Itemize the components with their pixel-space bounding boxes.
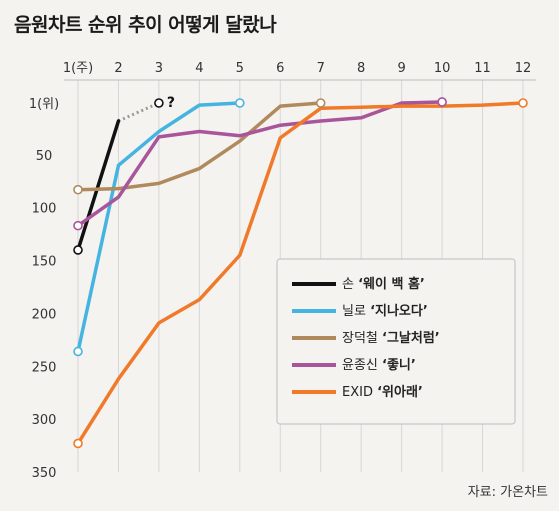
series-3-endpoint-marker <box>315 98 326 108</box>
source-note: 자료: 가온차트 <box>468 485 548 500</box>
series-1-line <box>76 119 121 252</box>
x-tick-label: 12 <box>515 61 532 76</box>
legend-singer: EXID <box>342 385 377 400</box>
legend-label: 윤종신 ‘좋니’ <box>342 358 416 373</box>
x-tick-label: 9 <box>397 61 405 76</box>
legend-song: ‘웨이 백 홈’ <box>358 276 425 292</box>
series-1-endpoint-marker <box>154 98 164 108</box>
series-2-line <box>76 101 242 354</box>
legend-singer: 손 <box>342 277 358 292</box>
x-tick-label: 11 <box>474 61 491 76</box>
legend-singer: 장덕철 <box>342 331 382 346</box>
series-1-end-label: ? <box>167 95 175 111</box>
legend-label: 손 ‘웨이 백 홈’ <box>342 276 425 292</box>
x-tick-label: 5 <box>236 61 244 76</box>
legend-label: EXID ‘위아래’ <box>342 384 423 400</box>
series-5-line <box>76 101 525 446</box>
legend-song: ‘위아래’ <box>377 384 423 400</box>
legend-label: 닐로 ‘지나오다’ <box>342 303 428 319</box>
y-tick-label: 50 <box>36 149 53 164</box>
y-tick-label: 300 <box>32 413 57 428</box>
x-tick-label: 2 <box>114 61 122 76</box>
series-lines: ? <box>73 95 528 449</box>
series-3-line <box>76 101 323 192</box>
legend-singer: 윤종신 <box>342 358 382 373</box>
series-2-endpoint-marker <box>73 346 83 357</box>
legend: 손 ‘웨이 백 홈’닐로 ‘지나오다’장덕철 ‘그날처럼’윤종신 ‘좋니’EXI… <box>276 258 516 425</box>
legend-song: ‘좋니’ <box>382 358 416 373</box>
series-2-endpoint-marker <box>235 98 245 108</box>
y-tick-label: 100 <box>32 202 57 217</box>
legend-box <box>276 258 516 425</box>
series-5-endpoint-marker <box>73 438 83 449</box>
series-5-endpoint-marker <box>518 98 528 108</box>
series-4-endpoint-marker <box>73 220 83 231</box>
y-tick-label: 250 <box>32 360 57 375</box>
series-1-dashed-extension <box>117 101 160 123</box>
y-axis: 1(위) 50 100 150 200 250 300 350 <box>29 97 59 481</box>
x-tick-label: 10 <box>434 61 451 76</box>
series-3-endpoint-marker <box>73 184 83 195</box>
x-axis: 1(주) 2 3 4 5 6 7 8 9 10 11 12 <box>63 61 531 76</box>
legend-song: ‘지나오다’ <box>370 303 428 319</box>
series-4-line <box>76 100 444 228</box>
legend-song: ‘그날처럼’ <box>382 330 440 346</box>
x-tick-label: 3 <box>155 61 163 76</box>
chart-title: 음원차트 순위 추이 어떻게 달랐나 <box>14 14 277 36</box>
y-tick-label: 1(위) <box>29 97 59 112</box>
series-4-endpoint-marker <box>437 97 447 107</box>
legend-singer: 닐로 <box>342 304 370 319</box>
x-tick-label: 8 <box>357 61 365 76</box>
x-tick-label: 4 <box>195 61 203 76</box>
series-1-endpoint-marker <box>73 245 83 255</box>
legend-label: 장덕철 ‘그날처럼’ <box>342 330 440 346</box>
x-tick-label: 7 <box>317 61 325 76</box>
x-tick-label: 1(주) <box>63 61 93 76</box>
y-tick-label: 150 <box>32 255 57 270</box>
x-tick-label: 6 <box>276 61 284 76</box>
y-tick-label: 200 <box>32 307 57 322</box>
y-tick-label: 350 <box>32 466 57 481</box>
